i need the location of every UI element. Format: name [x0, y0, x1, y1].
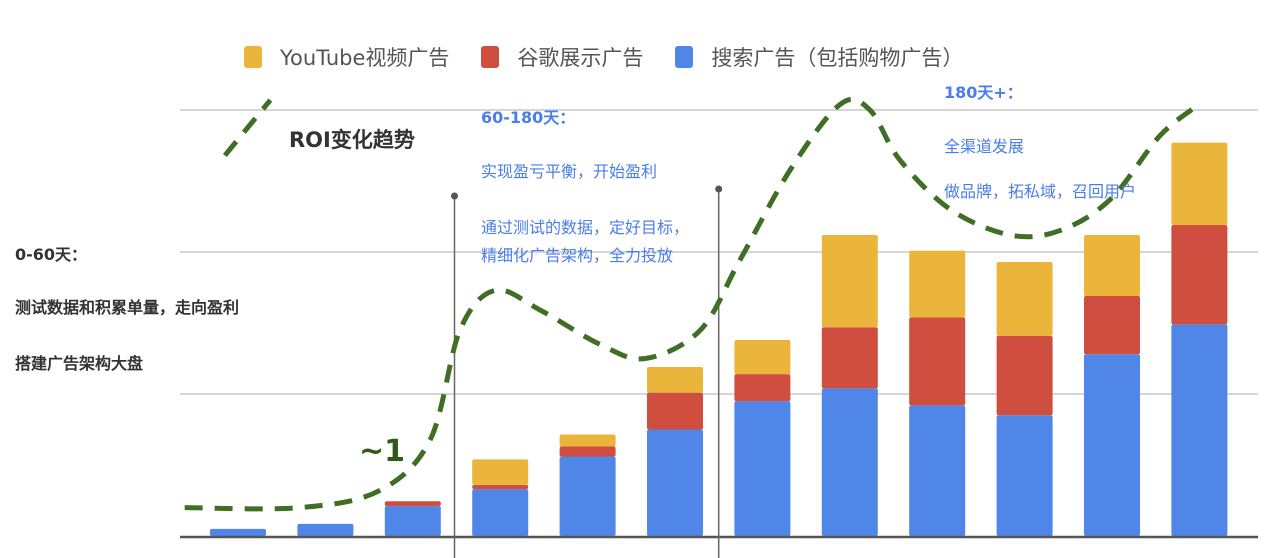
legend-item-display: 谷歌展示广告	[481, 42, 643, 72]
bar-segment	[210, 528, 266, 536]
bar-segment	[472, 459, 529, 485]
bar-segment	[472, 489, 529, 536]
phase2-line: 通过测试的数据，定好目标，	[481, 218, 690, 237]
bar-segment	[647, 367, 703, 393]
bar-segment	[909, 405, 966, 536]
legend-item-search: 搜索广告（包括购物广告）	[675, 42, 963, 72]
bar-segment	[1171, 142, 1228, 226]
bar-segment	[472, 484, 529, 490]
roi-curve	[184, 96, 1201, 512]
phase1-title: 0-60天：	[15, 245, 88, 264]
bar-segment	[996, 261, 1053, 336]
bar-segment	[996, 335, 1053, 416]
bar-segment	[297, 523, 354, 536]
legend-swatch	[481, 46, 500, 68]
bar-segment	[909, 317, 966, 406]
phase2-line: 精细化广告架构，全力投放	[481, 246, 674, 265]
bar-segment	[734, 340, 791, 375]
bar-segment	[384, 506, 441, 536]
phase2-line: 实现盈亏平衡，开始盈利	[481, 162, 658, 181]
bar-segment	[559, 434, 616, 447]
phase1-line: 测试数据和积累单量，走向盈利	[15, 298, 240, 317]
bar-segment	[647, 429, 703, 536]
bar-segment	[559, 456, 616, 536]
legend-item-youtube: YouTube视频广告	[244, 42, 449, 72]
bar-segment	[996, 415, 1053, 536]
bar-segment	[647, 392, 703, 430]
bar-segment	[821, 327, 878, 389]
roi-approx-one-label: ~1	[359, 434, 406, 469]
phase-divider-dot	[715, 185, 723, 193]
bar-segment	[821, 234, 878, 328]
legend-label: 搜索广告（包括购物广告）	[711, 46, 964, 70]
bar-segment	[909, 250, 966, 318]
roi-curve	[222, 98, 273, 158]
legend: YouTube视频广告 谷歌展示广告 搜索广告（包括购物广告）	[244, 42, 995, 72]
phase3-title: 180天+：	[944, 83, 1023, 102]
bar-segment	[559, 446, 616, 457]
legend-swatch	[244, 46, 262, 68]
legend-label: YouTube视频广告	[280, 46, 450, 70]
phase3-line: 做品牌，拓私域，召回用户	[944, 182, 1137, 201]
bar-segment	[1171, 324, 1228, 536]
phase2-title: 60-180天：	[481, 108, 576, 127]
bar-segment	[1084, 354, 1140, 536]
legend-swatch	[675, 46, 694, 68]
bar-segment	[1084, 296, 1140, 355]
legend-label: 谷歌展示广告	[517, 46, 644, 70]
phase-divider-dot	[451, 192, 458, 200]
phase1-line: 搭建广告架构大盘	[15, 354, 144, 373]
roi-trend-label: ROI变化趋势	[289, 128, 415, 152]
bar-segment	[821, 388, 878, 536]
phase3-line: 全渠道发展	[944, 137, 1025, 156]
bar-segment	[734, 374, 791, 402]
bar-segment	[384, 501, 441, 507]
bar-segment	[1171, 225, 1228, 325]
bar-segment	[734, 401, 791, 536]
bar-segment	[1084, 234, 1140, 297]
